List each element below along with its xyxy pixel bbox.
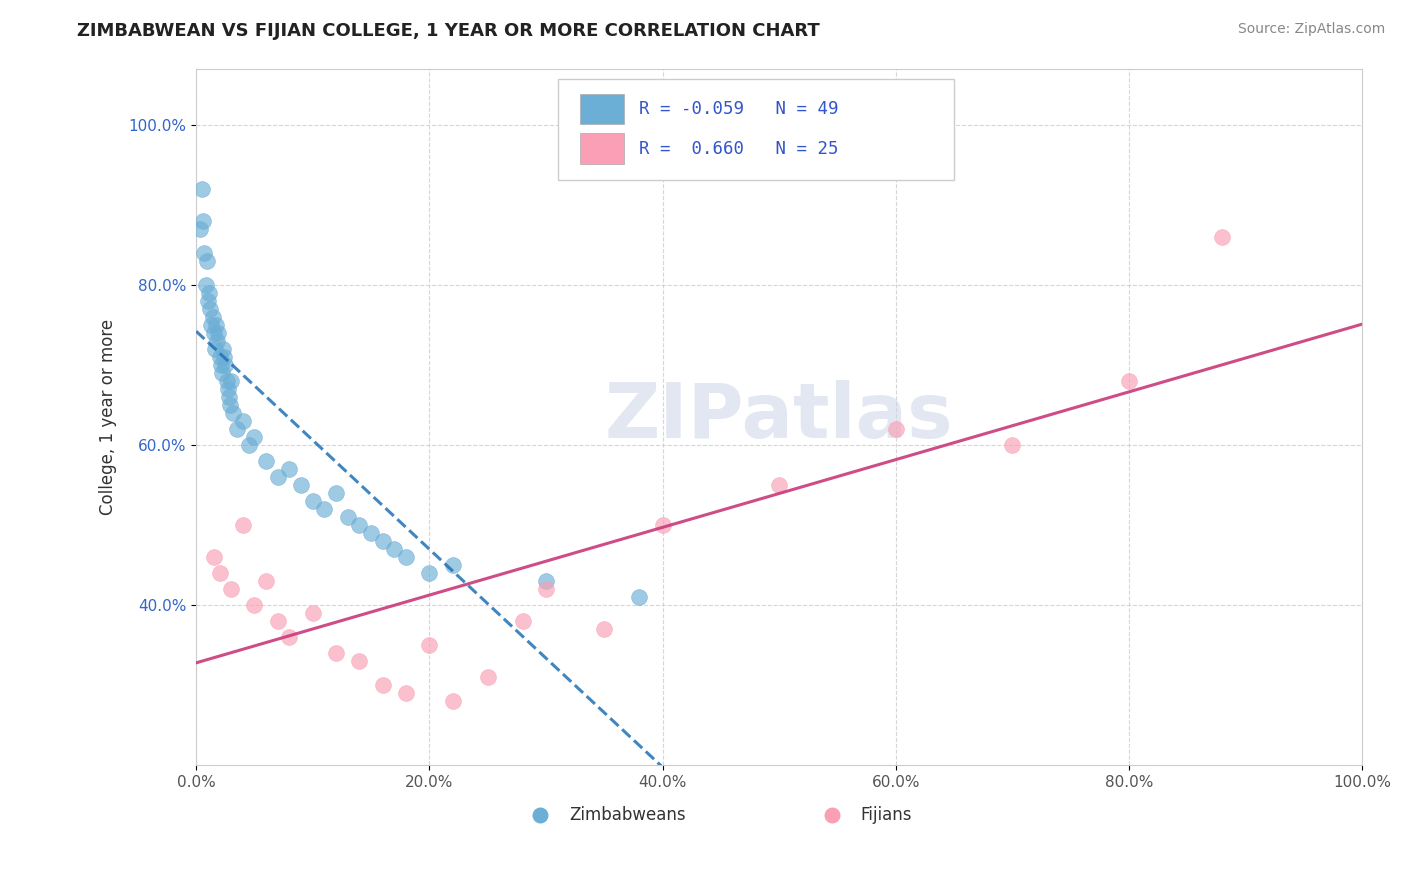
Point xyxy=(1001,438,1024,452)
Point xyxy=(593,622,616,636)
Text: ZIPatlas: ZIPatlas xyxy=(605,380,953,454)
Point xyxy=(314,501,336,516)
Point xyxy=(208,566,231,580)
Point xyxy=(512,614,534,628)
Point xyxy=(193,213,215,227)
FancyBboxPatch shape xyxy=(579,94,624,124)
Point xyxy=(219,398,242,412)
Point xyxy=(534,574,557,588)
Point xyxy=(222,406,245,420)
Point xyxy=(202,549,225,564)
Point xyxy=(204,342,226,356)
FancyBboxPatch shape xyxy=(579,133,624,164)
Point xyxy=(243,598,266,612)
Point xyxy=(441,558,464,572)
Point xyxy=(349,654,371,668)
Point xyxy=(651,517,673,532)
Point xyxy=(198,301,221,316)
Text: R =  0.660   N = 25: R = 0.660 N = 25 xyxy=(640,140,839,158)
Point xyxy=(212,350,235,364)
Point xyxy=(884,422,907,436)
Point xyxy=(336,509,359,524)
Point xyxy=(232,414,254,428)
Point xyxy=(477,670,499,684)
Point xyxy=(194,277,217,292)
Point xyxy=(534,582,557,596)
Point xyxy=(301,493,323,508)
Point xyxy=(418,638,440,652)
Point xyxy=(205,334,228,348)
Point xyxy=(208,350,231,364)
Point xyxy=(219,374,242,388)
Text: Zimbabweans: Zimbabweans xyxy=(569,806,686,824)
Point xyxy=(395,549,418,564)
Point xyxy=(768,478,790,492)
Point xyxy=(212,342,235,356)
Point xyxy=(207,326,229,340)
Point xyxy=(218,390,240,404)
Point xyxy=(267,470,290,484)
Point xyxy=(198,285,221,300)
Point xyxy=(188,221,211,235)
Point xyxy=(1211,229,1233,244)
Point xyxy=(290,478,312,492)
Point xyxy=(195,253,218,268)
Point xyxy=(441,694,464,708)
Point xyxy=(232,517,254,532)
Point xyxy=(628,590,651,604)
FancyBboxPatch shape xyxy=(558,79,953,180)
Point xyxy=(254,454,277,468)
Point xyxy=(349,517,371,532)
Point xyxy=(214,358,236,372)
Point xyxy=(1118,374,1140,388)
Point xyxy=(418,566,440,580)
Point xyxy=(211,366,233,380)
Point xyxy=(382,541,405,556)
Point xyxy=(371,678,394,692)
Point xyxy=(219,582,242,596)
Point xyxy=(325,485,347,500)
Point xyxy=(191,181,214,195)
Point xyxy=(301,606,323,620)
Point xyxy=(205,318,228,332)
Text: R = -0.059   N = 49: R = -0.059 N = 49 xyxy=(640,100,839,118)
Point xyxy=(200,318,222,332)
Point xyxy=(278,630,301,644)
Point xyxy=(197,293,219,308)
Point xyxy=(360,525,382,540)
Point xyxy=(202,326,225,340)
Point xyxy=(238,438,260,452)
Point xyxy=(395,686,418,700)
Point xyxy=(217,382,239,396)
Point xyxy=(226,422,249,436)
Point xyxy=(193,245,215,260)
Point xyxy=(215,374,238,388)
Point xyxy=(209,358,232,372)
Point xyxy=(254,574,277,588)
Point xyxy=(371,533,394,548)
Y-axis label: College, 1 year or more: College, 1 year or more xyxy=(100,318,117,515)
Text: ZIMBABWEAN VS FIJIAN COLLEGE, 1 YEAR OR MORE CORRELATION CHART: ZIMBABWEAN VS FIJIAN COLLEGE, 1 YEAR OR … xyxy=(77,22,820,40)
Point xyxy=(243,430,266,444)
Point xyxy=(325,646,347,660)
Point xyxy=(278,462,301,476)
Point xyxy=(201,310,224,324)
Text: Source: ZipAtlas.com: Source: ZipAtlas.com xyxy=(1237,22,1385,37)
Text: Fijians: Fijians xyxy=(860,806,912,824)
Point xyxy=(267,614,290,628)
